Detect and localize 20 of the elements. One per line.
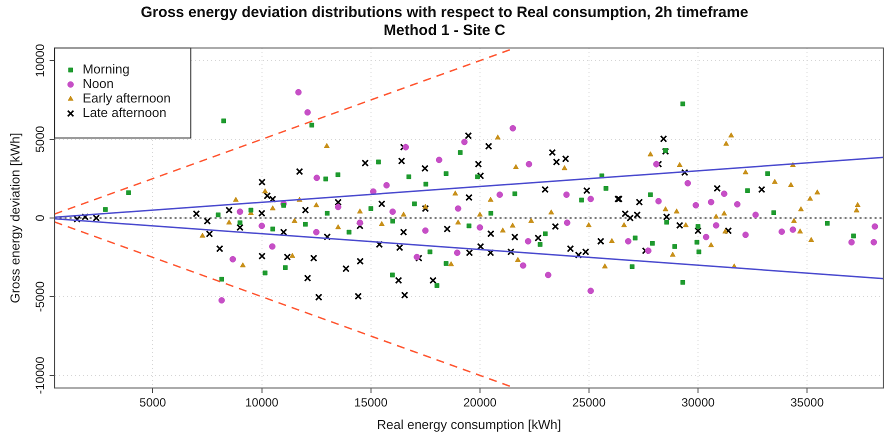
y-tick-label: 5000 [32, 126, 47, 153]
legend-label: Early afternoon [82, 90, 171, 106]
y-axis-title: Gross energy deviation [kWh] [7, 132, 22, 304]
chart-title: Gross energy deviation distributions with respect to Real consumption, 2h timeframe [140, 4, 748, 22]
x-tick-label: 30000 [681, 396, 716, 410]
legend-label: Late afternoon [82, 105, 166, 120]
x-tick-label: 5000 [139, 396, 166, 410]
x-tick-label: 35000 [790, 396, 824, 410]
x-axis-title: Real energy consumption [kWh] [376, 416, 562, 432]
y-tick-label: -10000 [32, 356, 47, 394]
x-tick-label: 25000 [572, 396, 606, 410]
legend-label: Noon [82, 76, 114, 92]
x-tick-label: 20000 [463, 396, 497, 410]
y-tick-label: -5000 [32, 281, 47, 312]
chart-subtitle: Method 1 - Site C [384, 22, 506, 40]
y-tick-label: 0 [32, 214, 47, 222]
x-tick-label: 10000 [245, 396, 279, 410]
x-tick-label: 15000 [354, 396, 388, 410]
legend-label: Morning [82, 62, 130, 77]
y-tick-label: 10000 [32, 44, 47, 78]
